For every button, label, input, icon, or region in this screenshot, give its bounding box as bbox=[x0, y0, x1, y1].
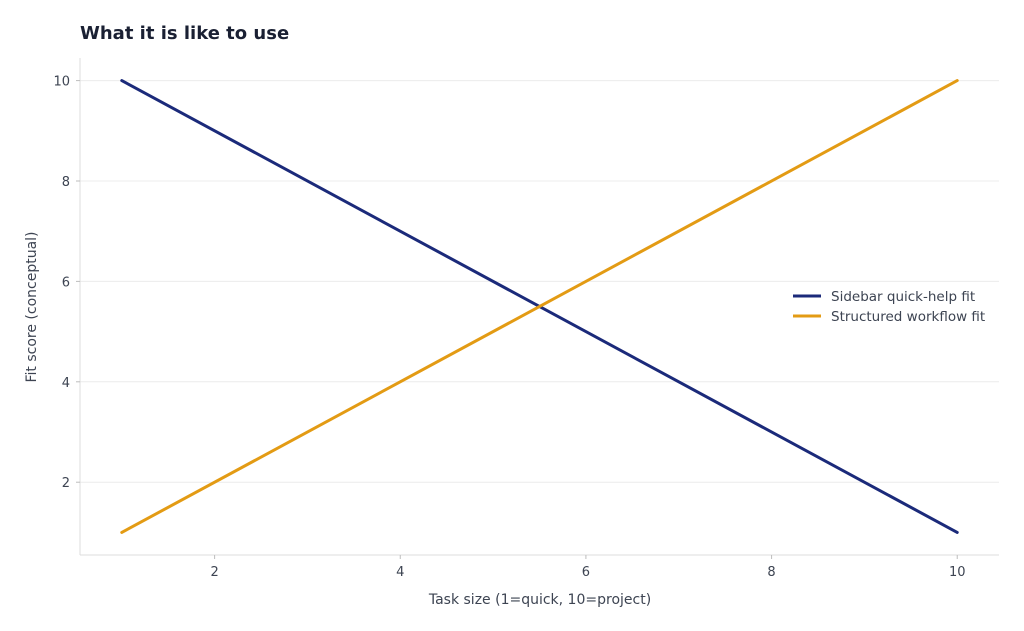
y-tick-label-10: 10 bbox=[53, 75, 70, 90]
y-axis-label: Fit score (conceptual) bbox=[24, 231, 40, 382]
y-tick-label-6: 6 bbox=[62, 275, 70, 290]
y-tick-label-8: 8 bbox=[62, 175, 70, 190]
x-tick-label-10: 10 bbox=[949, 565, 966, 580]
x-tick-label-6: 6 bbox=[582, 565, 590, 580]
x-tick-label-2: 2 bbox=[210, 565, 218, 580]
x-tick-label-8: 8 bbox=[767, 565, 775, 580]
legend: Sidebar quick-help fit Structured workfl… bbox=[793, 289, 985, 325]
x-axis-label: Task size (1=quick, 10=project) bbox=[428, 592, 651, 608]
tick-labels: 2 4 6 8 10 2 4 6 8 10 bbox=[53, 75, 965, 580]
series-line-1 bbox=[120, 79, 959, 534]
x-tick-label-4: 4 bbox=[396, 565, 404, 580]
gridlines bbox=[80, 80, 999, 483]
y-tick-label-4: 4 bbox=[62, 376, 70, 391]
legend-label-workflow: Structured workflow fit bbox=[831, 309, 985, 325]
legend-label-sidebar: Sidebar quick-help fit bbox=[831, 289, 975, 305]
series-lines bbox=[120, 79, 959, 534]
axes bbox=[79, 58, 999, 556]
chart-title: What it is like to use bbox=[80, 23, 289, 44]
y-tick-label-2: 2 bbox=[62, 476, 70, 491]
